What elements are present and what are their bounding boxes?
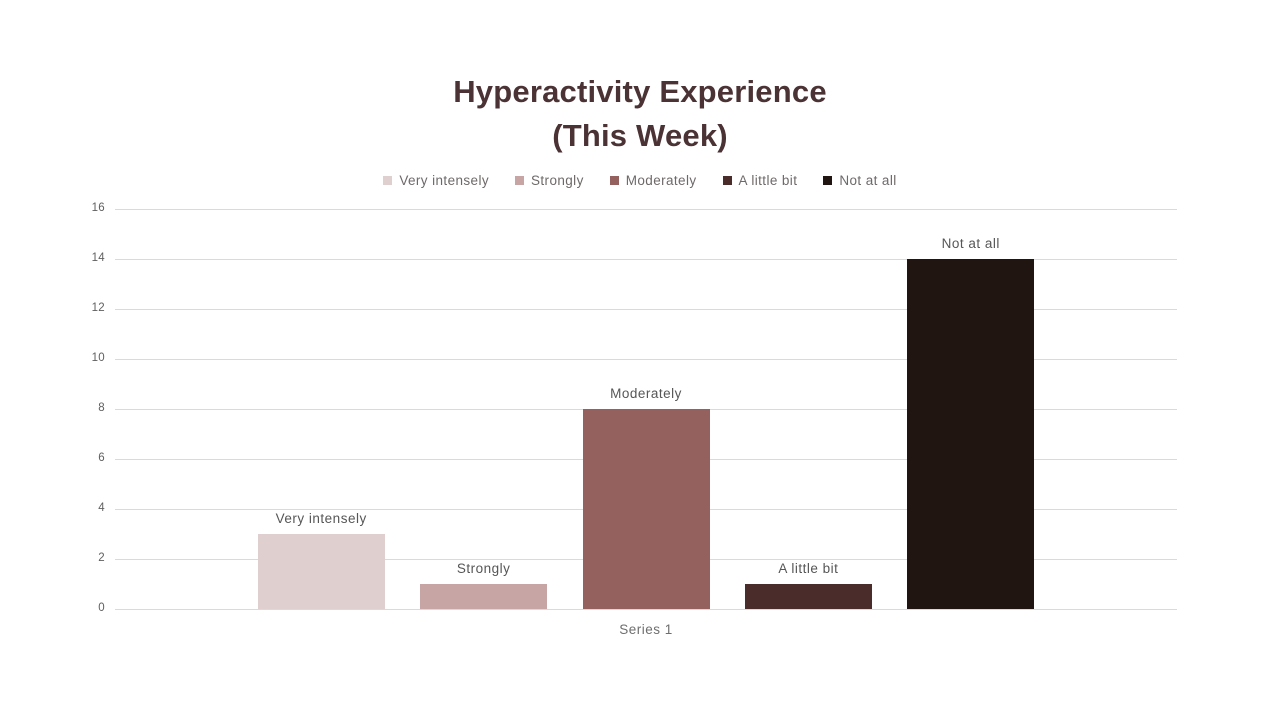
gridline-y-16 — [115, 209, 1177, 210]
legend-item-moderately: Moderately — [609, 172, 697, 188]
y-tick-label-14: 14 — [91, 252, 105, 264]
legend-swatch-icon — [609, 175, 619, 185]
gridline-y-14 — [115, 259, 1177, 260]
x-axis-label: Series 1 — [619, 622, 673, 637]
legend-label: Moderately — [625, 172, 697, 188]
legend-swatch-icon — [383, 175, 393, 185]
legend-label: A little bit — [738, 172, 798, 188]
legend-item-not-at-all: Not at all — [823, 173, 896, 188]
gridline-y-12 — [115, 309, 1177, 310]
legend-swatch-icon — [515, 175, 524, 185]
bar-very-intensely — [257, 534, 385, 609]
legend-swatch-icon — [722, 175, 732, 185]
bar-strongly — [420, 584, 548, 609]
y-tick-label-2: 2 — [98, 552, 105, 564]
legend-label: Not at all — [839, 172, 897, 188]
y-tick-label-10: 10 — [91, 352, 105, 364]
y-tick-label-12: 12 — [91, 302, 105, 314]
legend-label: Very intensely — [399, 172, 489, 188]
chart-legend: Very intensely Strongly Moderately A little… — [0, 172, 1280, 188]
bar-label-a-little-bit: A little bit — [778, 561, 839, 576]
gridline-y-0 — [115, 609, 1177, 610]
bar-moderately — [582, 409, 710, 609]
bar-label-very-intensely: Very intensely — [275, 511, 367, 526]
legend-item-a-little-bit: A little bit — [722, 172, 798, 188]
y-tick-label-16: 16 — [91, 202, 105, 214]
bar-label-not-at-all: Not at all — [941, 236, 1000, 251]
plot-area: 0 2 4 6 8 10 12 14 16 Very intensely Strongly Moder… — [92, 202, 1177, 614]
gridline-y-10 — [115, 359, 1177, 360]
legend-label: Strongly — [531, 172, 584, 188]
legend-swatch-icon — [823, 175, 833, 185]
bar-not-at-all — [907, 259, 1035, 609]
legend-item-strongly: Strongly — [515, 173, 584, 188]
chart-title: Hyperactivity Experience (This Week) — [0, 70, 1280, 158]
y-tick-label-4: 4 — [98, 502, 105, 514]
bar-a-little-bit — [744, 584, 872, 609]
y-tick-label-0: 0 — [98, 602, 105, 614]
y-tick-label-6: 6 — [98, 452, 105, 464]
legend-item-very-intensely: Very intensely — [383, 173, 489, 188]
bar-label-strongly: Strongly — [456, 561, 511, 576]
chart-title-line2: (This Week) — [552, 118, 728, 153]
y-tick-label-8: 8 — [98, 402, 105, 414]
bar-label-moderately: Moderately — [610, 386, 682, 401]
chart-title-line1: Hyperactivity Experience — [453, 74, 827, 109]
